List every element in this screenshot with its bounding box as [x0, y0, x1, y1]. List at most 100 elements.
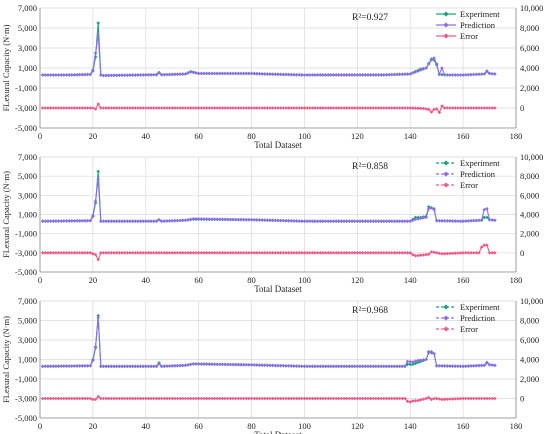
legend-marker — [443, 304, 449, 310]
data-point — [56, 219, 61, 223]
data-point — [72, 251, 77, 255]
data-point — [268, 251, 272, 255]
data-point — [236, 362, 241, 367]
data-point — [445, 106, 450, 110]
data-point — [339, 251, 344, 255]
data-point — [485, 361, 489, 365]
data-point — [228, 251, 233, 255]
data-point — [289, 251, 294, 255]
data-point — [471, 106, 476, 110]
series-experiment — [40, 21, 497, 78]
data-point — [395, 106, 399, 110]
data-point — [67, 396, 71, 401]
x-tick-label: 180 — [510, 275, 523, 285]
data-point — [257, 218, 262, 222]
x-axis-title: Total Dataset — [254, 430, 302, 434]
data-point — [384, 364, 389, 369]
data-point — [456, 396, 460, 401]
data-point — [371, 219, 375, 224]
data-point — [397, 396, 402, 401]
data-point — [342, 219, 346, 224]
data-point — [69, 219, 74, 223]
data-point — [88, 251, 93, 255]
data-point — [215, 396, 219, 401]
data-point — [204, 362, 209, 366]
data-point — [114, 219, 119, 224]
data-point — [384, 73, 389, 77]
y-tick-label: -5,000 — [15, 267, 37, 277]
legend-marker — [443, 315, 449, 321]
data-point — [43, 219, 48, 223]
data-point — [313, 73, 317, 77]
data-point — [178, 396, 182, 401]
data-point — [167, 106, 172, 110]
data-point — [485, 215, 489, 220]
data-point — [487, 396, 492, 401]
data-point — [59, 106, 63, 110]
data-point — [416, 358, 420, 363]
data-point — [207, 71, 212, 76]
data-point — [120, 251, 124, 255]
data-point — [358, 219, 362, 224]
data-point — [331, 396, 336, 401]
data-point — [236, 217, 241, 222]
data-point — [122, 396, 127, 401]
data-point — [247, 106, 251, 110]
data-point — [334, 73, 338, 77]
data-point — [255, 363, 259, 367]
data-point — [257, 363, 262, 367]
data-point — [374, 364, 378, 369]
data-point — [413, 253, 418, 258]
data-point — [339, 396, 344, 401]
data-point — [479, 106, 484, 110]
data-point — [93, 252, 98, 257]
data-point — [72, 396, 77, 401]
data-point — [165, 219, 169, 223]
x-tick-label: 140 — [404, 275, 417, 285]
data-point — [437, 397, 442, 401]
x-tick-label: 40 — [142, 131, 151, 141]
x-axis-title: Total Dataset — [254, 284, 302, 294]
x-tick-label: 60 — [194, 131, 203, 141]
data-point — [54, 396, 58, 401]
data-point — [167, 219, 172, 223]
data-point — [72, 364, 77, 368]
data-point — [257, 72, 262, 76]
y2-tick-label: 8,000 — [520, 23, 539, 33]
legend-label-error: Error — [460, 180, 478, 190]
data-point — [170, 251, 175, 255]
data-point — [286, 396, 291, 401]
data-point — [392, 219, 397, 224]
data-point — [471, 364, 476, 368]
data-point — [194, 251, 198, 255]
data-point — [350, 364, 354, 369]
data-point — [69, 106, 74, 110]
data-point — [487, 217, 492, 222]
data-point — [278, 72, 283, 77]
data-point — [122, 251, 127, 255]
data-point — [474, 251, 479, 255]
data-point — [429, 205, 434, 210]
data-point — [461, 396, 465, 401]
data-point — [389, 72, 394, 77]
data-point — [456, 219, 460, 223]
data-point — [339, 364, 344, 369]
data-point — [355, 73, 360, 77]
data-point — [334, 396, 338, 401]
data-point — [59, 364, 63, 368]
data-point — [194, 396, 198, 401]
data-point — [173, 72, 177, 77]
data-point — [381, 396, 386, 401]
data-point — [292, 106, 296, 110]
data-point — [196, 217, 201, 221]
data-point — [411, 218, 415, 223]
data-point — [440, 66, 444, 70]
data-point — [252, 106, 256, 110]
data-point — [186, 106, 190, 110]
data-point — [440, 219, 444, 223]
x-tick-label: 40 — [142, 421, 151, 431]
data-point — [231, 362, 235, 367]
data-point — [352, 251, 357, 255]
data-point — [463, 73, 468, 77]
data-point — [241, 217, 246, 222]
